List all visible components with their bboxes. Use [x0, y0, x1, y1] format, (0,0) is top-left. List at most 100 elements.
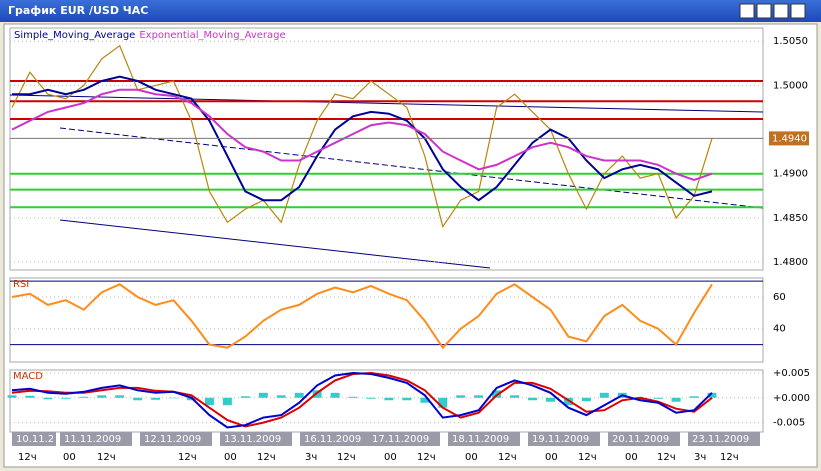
histogram-bar — [330, 392, 340, 398]
histogram-bar — [366, 397, 376, 399]
series-line — [11, 371, 713, 429]
histogram-bar — [474, 395, 484, 398]
y-tick-label: 60 — [773, 292, 786, 303]
y-tick-label: 1.4850 — [773, 213, 808, 224]
histogram-bar — [438, 397, 448, 408]
button[interactable] — [756, 3, 772, 19]
y-tick-label: 1.4900 — [773, 169, 808, 180]
series-line — [12, 75, 713, 202]
series-line — [11, 44, 713, 229]
date-box — [12, 432, 56, 446]
x-date-label: 18.11.2009 — [452, 434, 509, 445]
histogram-bar — [707, 392, 717, 398]
histogram-bar — [222, 397, 232, 406]
window-buttons[interactable] — [739, 3, 806, 19]
histogram-bar — [79, 396, 89, 398]
x-hour-label: 00 — [224, 452, 237, 463]
x-date-label: 13.11.2009 — [224, 434, 281, 445]
x-hour-label: 00 — [384, 452, 397, 463]
x-hour-label: 00 — [625, 452, 638, 463]
histogram-bar — [456, 395, 466, 398]
date-box — [368, 432, 440, 446]
trend-line — [59, 127, 764, 209]
x-date-label: 12.11.2009 — [144, 434, 201, 445]
histogram-bar — [115, 395, 125, 398]
x-hour-label: 12ч — [257, 452, 276, 463]
x-hour-label: 12ч — [657, 452, 676, 463]
date-box — [220, 432, 292, 446]
x-date-label: 10.11.2 — [16, 434, 54, 445]
button[interactable] — [773, 3, 789, 19]
histogram-bar — [294, 392, 304, 398]
button[interactable] — [739, 3, 755, 19]
x-hour-label: 12ч — [178, 452, 197, 463]
series-line — [11, 283, 713, 350]
histogram-bar — [635, 397, 645, 401]
histogram-bar — [151, 397, 161, 400]
x-hour-label: 00 — [545, 452, 558, 463]
x-date-label: 19.11.2009 — [532, 434, 589, 445]
date-box — [608, 432, 680, 446]
histogram-bar — [563, 397, 573, 406]
histogram-bar — [169, 397, 179, 399]
histogram-bar — [348, 396, 358, 398]
legend-entry: Simple_Moving_Average — [14, 30, 135, 41]
x-hour-label: 12ч — [498, 452, 517, 463]
date-box — [60, 432, 132, 446]
x-hour-label: 12ч — [97, 452, 116, 463]
histogram-bar — [258, 392, 268, 398]
date-box — [300, 432, 372, 446]
x-date-label: 23.11.2009 — [692, 434, 749, 445]
x-hour-label: 12ч — [417, 452, 436, 463]
date-box — [528, 432, 600, 446]
trend-line — [9, 94, 764, 113]
histogram-bar — [43, 397, 53, 400]
date-box — [688, 432, 760, 446]
last-price-label: 1.4940 — [772, 133, 807, 144]
series-line — [11, 88, 713, 181]
histogram-bar — [599, 392, 609, 398]
histogram-bar — [25, 395, 35, 398]
button[interactable] — [790, 3, 806, 19]
histogram-bar — [240, 396, 250, 398]
histogram-bar — [420, 397, 430, 403]
histogram-bar — [528, 397, 537, 401]
histogram-bar — [384, 397, 394, 401]
histogram-bar — [7, 395, 17, 398]
x-date-label: 20.11.2009 — [612, 434, 669, 445]
panel-border — [9, 277, 764, 363]
x-hour-label: 12ч — [18, 452, 37, 463]
histogram-bar — [204, 397, 214, 406]
title-bar — [0, 0, 821, 22]
y-tick-label: 1.5050 — [773, 36, 808, 47]
x-hour-label: 00 — [63, 452, 76, 463]
x-hour-label: 12ч — [720, 452, 739, 463]
histogram-bar — [402, 397, 412, 401]
date-box — [140, 432, 212, 446]
panel-title: RSI — [13, 279, 29, 290]
histogram-bar — [97, 395, 107, 398]
y-tick-label: 1.4800 — [773, 257, 808, 268]
x-hour-label: 00 — [465, 452, 478, 463]
last-price-box — [769, 131, 809, 146]
histogram-bar — [510, 395, 520, 398]
window-title: График EUR /USD ЧАС — [8, 4, 148, 17]
histogram-bar — [545, 397, 555, 402]
histogram-bar — [276, 395, 286, 398]
x-date-label: 11.11.2009 — [64, 434, 121, 445]
histogram-bar — [581, 397, 591, 402]
y-tick-label: +0.005 — [773, 368, 810, 379]
y-tick-label: +0.000 — [773, 393, 810, 404]
legend-entry: Exponential_Moving_Average — [139, 30, 285, 41]
y-tick-label: -0.005 — [773, 418, 805, 429]
histogram-bar — [492, 390, 502, 398]
y-tick-label: 40 — [773, 324, 786, 335]
x-hour-label: 3ч — [305, 452, 317, 463]
x-date-label: 16.11.2009 — [304, 434, 361, 445]
y-tick-label: 1.5000 — [773, 80, 808, 91]
panel-title: MACD — [13, 371, 43, 382]
histogram-bar — [653, 397, 663, 399]
histogram-bar — [689, 396, 699, 398]
